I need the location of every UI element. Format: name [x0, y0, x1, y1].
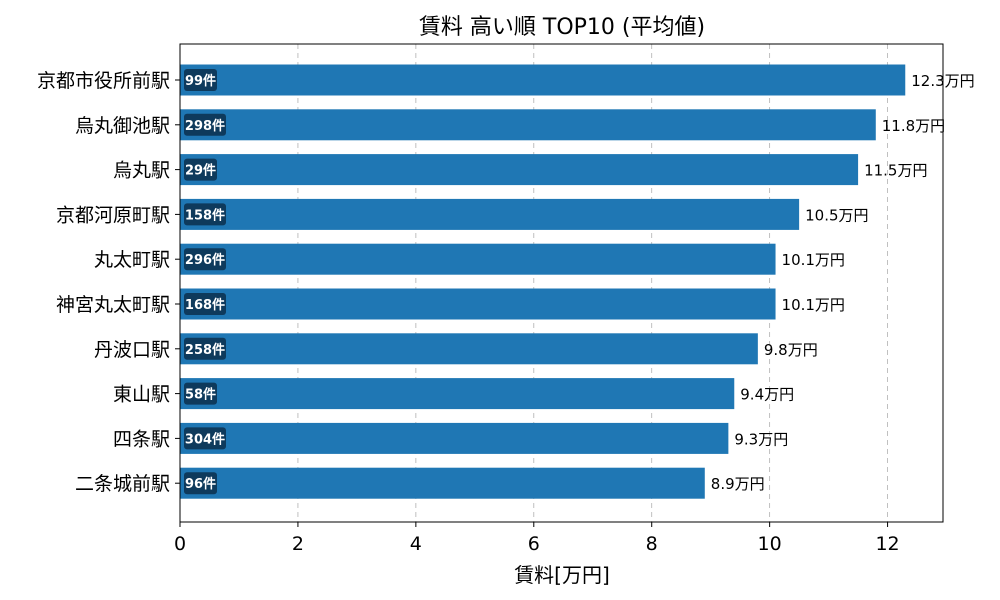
- count-label: 99件: [185, 73, 216, 89]
- value-label: 10.1万円: [782, 251, 845, 269]
- bar: [180, 64, 906, 96]
- x-tick-label: 12: [875, 533, 899, 555]
- count-badge: [184, 158, 217, 181]
- y-tick-label: 京都河原町駅: [56, 204, 170, 226]
- bar: [180, 243, 776, 275]
- x-tick-label: 6: [528, 533, 540, 555]
- count-badge: [184, 69, 217, 91]
- count-label: 158件: [185, 207, 225, 223]
- bar: [180, 198, 800, 230]
- count-badge: [184, 382, 217, 405]
- count-badge: [184, 293, 226, 315]
- count-badge: [184, 472, 217, 495]
- y-tick-label: 烏丸駅: [113, 160, 170, 182]
- value-label: 8.9万円: [711, 475, 765, 493]
- value-label: 11.5万円: [864, 162, 927, 180]
- value-label: 10.5万円: [805, 206, 868, 224]
- y-tick-label: 四条駅: [113, 428, 170, 450]
- count-badge: [184, 337, 226, 360]
- count-badge: [184, 203, 226, 226]
- x-tick-label: 0: [174, 533, 186, 555]
- x-tick-label: 10: [758, 533, 782, 555]
- y-tick-label: 東山駅: [113, 384, 170, 406]
- count-label: 29件: [185, 163, 216, 179]
- count-label: 58件: [185, 387, 216, 403]
- x-tick-label: 4: [410, 533, 422, 555]
- count-label: 296件: [185, 252, 225, 268]
- count-label: 258件: [185, 342, 225, 358]
- bar: [180, 467, 705, 499]
- count-badge: [184, 113, 226, 136]
- count-badge: [184, 427, 226, 450]
- y-tick-labels: 京都市役所前駅烏丸御池駅烏丸駅京都河原町駅丸太町駅神宮丸太町駅丹波口駅東山駅四条…: [37, 70, 180, 495]
- count-label: 96件: [185, 476, 216, 492]
- bar: [180, 288, 776, 320]
- y-tick-label: 烏丸御池駅: [75, 115, 170, 137]
- count-label: 298件: [185, 118, 225, 134]
- value-label: 10.1万円: [782, 296, 845, 314]
- value-label: 9.3万円: [734, 430, 788, 448]
- y-tick-label: 丹波口駅: [94, 339, 170, 361]
- bar: [180, 109, 876, 141]
- x-tick-labels: 0 2 4 6 8 10 12: [174, 522, 900, 555]
- count-badge: [184, 248, 226, 271]
- bar: [180, 333, 758, 365]
- value-label: 9.4万円: [740, 386, 794, 404]
- value-label: 9.8万円: [764, 341, 818, 359]
- count-label: 168件: [185, 297, 225, 313]
- x-axis-title: 賃料[万円]: [514, 563, 610, 587]
- bar: [180, 154, 859, 186]
- bar: [180, 422, 729, 454]
- chart-title: 賃料 高い順 TOP10 (平均値): [419, 15, 705, 40]
- x-tick-label: 8: [646, 533, 658, 555]
- data-labels: 12.3万円99件11.8万円298件11.5万円29件10.5万円158件10…: [184, 69, 975, 495]
- plot-frame: [179, 43, 944, 523]
- y-tick-label: 神宮丸太町駅: [56, 294, 170, 316]
- bar: [180, 378, 735, 410]
- x-tick-label: 2: [292, 533, 304, 555]
- y-tick-label: 二条城前駅: [75, 473, 170, 495]
- y-tick-label: 丸太町駅: [94, 249, 170, 271]
- bars: [180, 64, 906, 499]
- value-label: 11.8万円: [882, 117, 945, 135]
- count-label: 304件: [185, 431, 225, 447]
- y-tick-label: 京都市役所前駅: [37, 70, 170, 92]
